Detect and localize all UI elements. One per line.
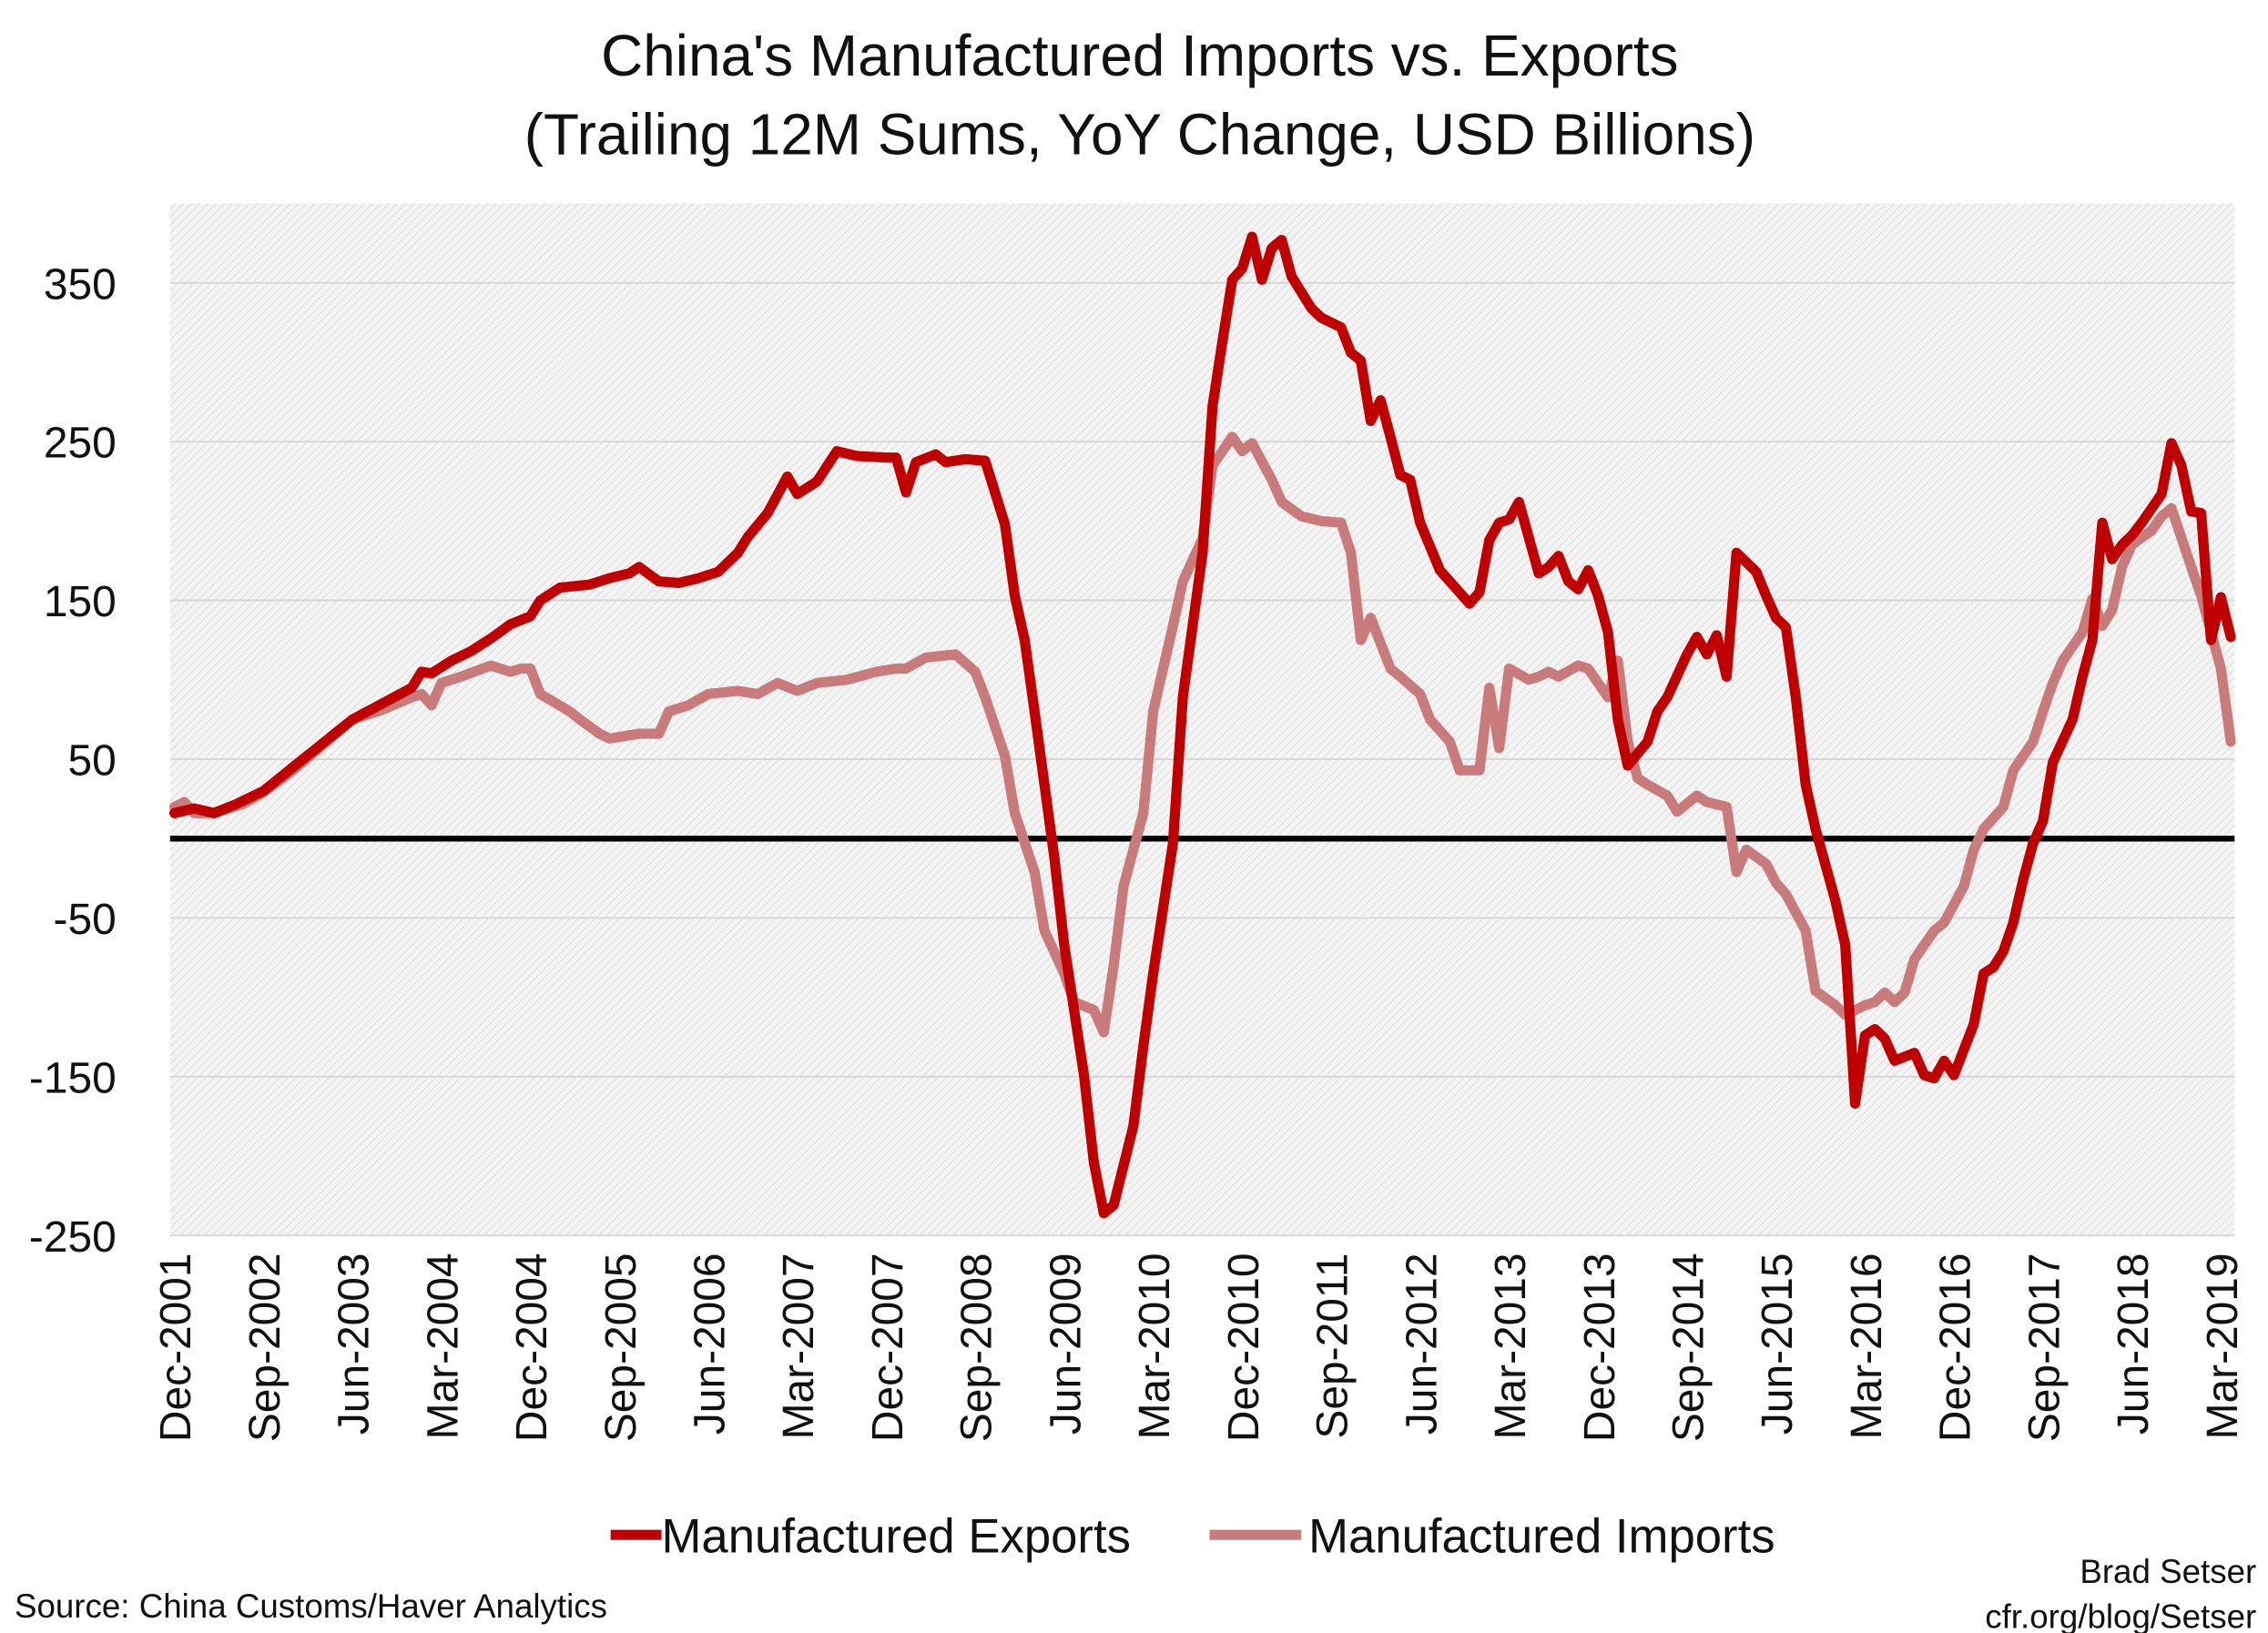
x-tick-label: Dec-2001 xyxy=(152,1253,200,1442)
x-tick-label: Jun-2003 xyxy=(331,1253,379,1435)
legend-item-imports: Manufactured Imports xyxy=(1209,1509,1775,1563)
x-tick-label: Mar-2013 xyxy=(1487,1253,1535,1439)
y-tick-label: 350 xyxy=(44,260,117,309)
x-tick-label: Sep-2002 xyxy=(241,1253,290,1442)
y-tick-label: 250 xyxy=(44,420,117,468)
x-tick-label: Sep-2005 xyxy=(597,1253,646,1442)
source-note: Source: China Customs/Haver Analytics xyxy=(15,1587,607,1625)
author-url: cfr.org/blog/Setser xyxy=(1985,1598,2256,1633)
y-tick-label: 150 xyxy=(44,578,117,626)
chart-subtitle: (Trailing 12M Sums, YoY Change, USD Bill… xyxy=(524,101,1755,167)
gridlines xyxy=(169,281,2235,1237)
y-tick-label: 50 xyxy=(67,737,116,786)
y-axis-ticks: 350 250 150 50 -50 -150 -250 xyxy=(29,260,117,1262)
x-tick-label: Sep-2011 xyxy=(1309,1253,1358,1438)
legend-label-imports: Manufactured Imports xyxy=(1308,1509,1775,1563)
x-tick-label: Sep-2008 xyxy=(953,1253,1002,1442)
series-line-imports xyxy=(169,431,2236,1038)
x-tick-label: Dec-2013 xyxy=(1576,1253,1624,1442)
chart-title: China's Manufactured Imports vs. Exports xyxy=(601,23,1678,88)
legend: Manufactured Exports Manufactured Import… xyxy=(610,1509,1775,1563)
author-credit: Brad Setser xyxy=(2080,1553,2256,1590)
x-tick-label: Mar-2007 xyxy=(775,1253,823,1439)
x-tick-label: Jun-2009 xyxy=(1042,1253,1090,1435)
x-tick-label: Sep-2014 xyxy=(1664,1253,1713,1442)
x-tick-label: Jun-2006 xyxy=(687,1253,735,1435)
x-tick-label: Mar-2010 xyxy=(1131,1253,1179,1439)
x-tick-label: Dec-2004 xyxy=(508,1253,556,1442)
y-tick-label: -150 xyxy=(29,1054,117,1102)
x-tick-label: Mar-2019 xyxy=(2199,1253,2247,1439)
y-tick-label: -250 xyxy=(29,1213,117,1262)
x-tick-label: Jun-2012 xyxy=(1398,1253,1446,1435)
x-tick-label: Dec-2007 xyxy=(864,1253,912,1442)
x-tick-label: Jun-2015 xyxy=(1754,1253,1802,1435)
x-tick-label: Dec-2016 xyxy=(1932,1253,1980,1442)
legend-label-exports: Manufactured Exports xyxy=(662,1509,1131,1563)
x-tick-label: Sep-2017 xyxy=(2020,1253,2069,1442)
x-axis-ticks: Dec-2001 Sep-2002 Jun-2003 Mar-2004 Dec-2004… xyxy=(152,1253,2247,1442)
x-tick-label: Jun-2018 xyxy=(2110,1253,2158,1435)
y-tick-label: -50 xyxy=(54,896,117,944)
x-tick-label: Mar-2004 xyxy=(419,1253,467,1439)
x-tick-label: Dec-2010 xyxy=(1220,1253,1268,1442)
series-lines xyxy=(169,231,2236,1219)
series-line-exports xyxy=(169,231,2236,1219)
legend-item-exports: Manufactured Exports xyxy=(610,1509,1131,1563)
x-tick-label: Mar-2016 xyxy=(1843,1253,1891,1439)
